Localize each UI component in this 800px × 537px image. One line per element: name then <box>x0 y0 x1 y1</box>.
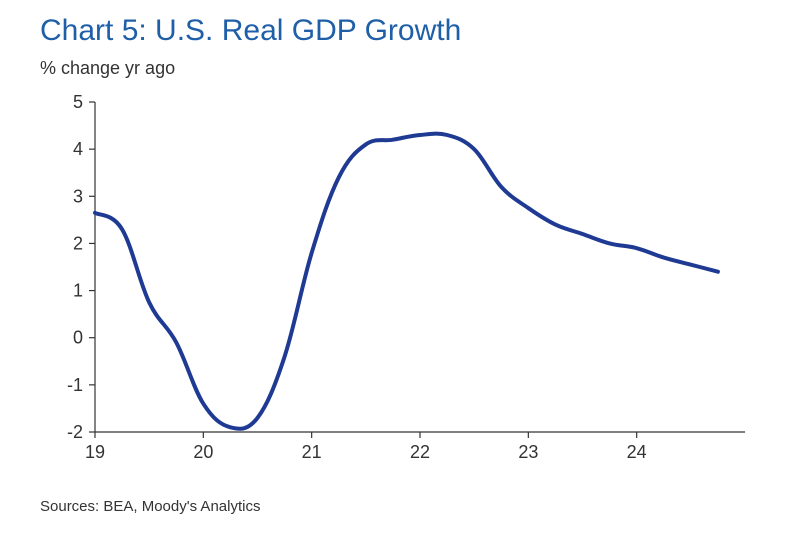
svg-text:4: 4 <box>73 139 83 159</box>
svg-text:20: 20 <box>193 442 213 462</box>
svg-text:23: 23 <box>518 442 538 462</box>
svg-text:19: 19 <box>85 442 105 462</box>
plot-area: -2-1012345192021222324 <box>40 92 760 482</box>
svg-text:-1: -1 <box>67 375 83 395</box>
svg-text:3: 3 <box>73 186 83 206</box>
svg-text:21: 21 <box>302 442 322 462</box>
svg-text:-2: -2 <box>67 422 83 442</box>
svg-text:1: 1 <box>73 281 83 301</box>
svg-text:5: 5 <box>73 92 83 112</box>
chart-subtitle: % change yr ago <box>40 58 175 79</box>
svg-text:2: 2 <box>73 233 83 253</box>
svg-text:24: 24 <box>627 442 647 462</box>
svg-text:22: 22 <box>410 442 430 462</box>
chart-svg: -2-1012345192021222324 <box>40 92 760 482</box>
chart-sources: Sources: BEA, Moody's Analytics <box>40 498 260 515</box>
chart-container: Chart 5: U.S. Real GDP Growth % change y… <box>0 0 800 537</box>
svg-text:0: 0 <box>73 328 83 348</box>
chart-title: Chart 5: U.S. Real GDP Growth <box>40 14 461 48</box>
